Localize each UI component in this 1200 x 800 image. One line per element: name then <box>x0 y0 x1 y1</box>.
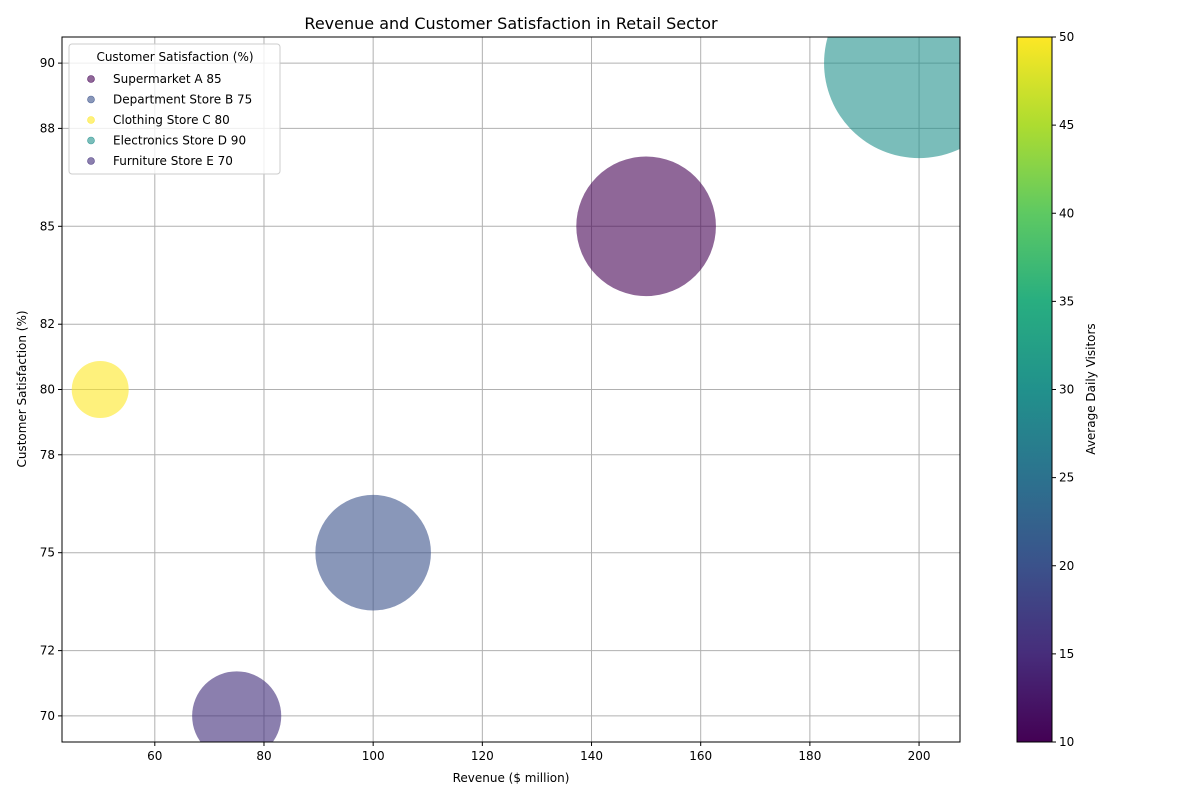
grid-lines <box>62 37 960 742</box>
legend-entry-label: Clothing Store C 80 <box>113 113 230 127</box>
y-axis-ticks: 70 72 75 78 80 82 85 88 90 <box>40 56 62 723</box>
bubble-layer <box>71 37 960 742</box>
legend-box <box>68 43 281 175</box>
y-tick-label: 70 <box>40 709 55 723</box>
colorbar-tick-label: 40 <box>1059 206 1074 220</box>
colorbar-tick-label: 10 <box>1059 735 1074 749</box>
legend: Customer Satisfaction (%) Supermarket A … <box>68 43 281 175</box>
data-bubble <box>315 494 431 611</box>
y-tick-label: 72 <box>40 644 55 658</box>
legend-marker <box>87 75 95 83</box>
legend-entry-label: Furniture Store E 70 <box>113 154 233 168</box>
legend-title: Customer Satisfaction (%) <box>96 50 253 64</box>
x-axis-label: Revenue ($ million) <box>453 771 570 785</box>
colorbar-ticks: 10 15 20 25 30 35 40 45 50 <box>1052 30 1074 749</box>
y-tick-label: 78 <box>40 448 55 462</box>
x-tick-label: 180 <box>798 749 821 763</box>
chart-title: Revenue and Customer Satisfaction in Ret… <box>304 14 718 33</box>
colorbar-tick-label: 25 <box>1059 471 1074 485</box>
legend-marker <box>87 116 95 124</box>
x-tick-label: 140 <box>580 749 603 763</box>
x-tick-label: 120 <box>471 749 494 763</box>
colorbar-tick-label: 45 <box>1059 118 1074 132</box>
data-bubble <box>192 671 282 742</box>
x-tick-label: 80 <box>256 749 271 763</box>
y-axis-label: Customer Satisfaction (%) <box>15 310 29 467</box>
y-tick-label: 80 <box>40 383 55 397</box>
legend-entries: Supermarket A 85 Department Store B 75 Clo… <box>87 72 252 168</box>
colorbar-gradient <box>1016 36 1053 743</box>
y-tick-label: 75 <box>40 546 55 560</box>
data-bubble <box>71 361 129 418</box>
y-tick-label: 85 <box>40 219 55 233</box>
legend-marker <box>87 95 95 104</box>
x-axis-ticks: 60 80 100 120 140 160 180 200 <box>147 742 931 763</box>
colorbar: 10 15 20 25 30 35 40 45 50 Average Daily Visitor… <box>1016 30 1098 749</box>
colorbar-tick-label: 50 <box>1059 30 1074 44</box>
colorbar-tick-label: 15 <box>1059 647 1074 661</box>
data-bubble <box>824 37 960 159</box>
y-tick-label: 88 <box>40 121 55 135</box>
colorbar-tick-label: 20 <box>1059 559 1074 573</box>
colorbar-tick-label: 30 <box>1059 383 1074 397</box>
legend-entry-label: Supermarket A 85 <box>113 72 222 86</box>
legend-entry-label: Electronics Store D 90 <box>113 134 246 148</box>
x-tick-label: 60 <box>147 749 162 763</box>
data-bubble <box>576 156 716 297</box>
colorbar-tick-label: 35 <box>1059 294 1074 308</box>
legend-marker <box>87 136 95 145</box>
x-tick-label: 160 <box>689 749 712 763</box>
colorbar-label: Average Daily Visitors <box>1084 323 1098 454</box>
y-tick-label: 90 <box>40 56 55 70</box>
x-tick-label: 100 <box>362 749 385 763</box>
legend-entry-label: Department Store B 75 <box>113 93 252 107</box>
y-tick-label: 82 <box>40 317 55 331</box>
x-tick-label: 200 <box>908 749 931 763</box>
legend-marker <box>87 157 95 165</box>
